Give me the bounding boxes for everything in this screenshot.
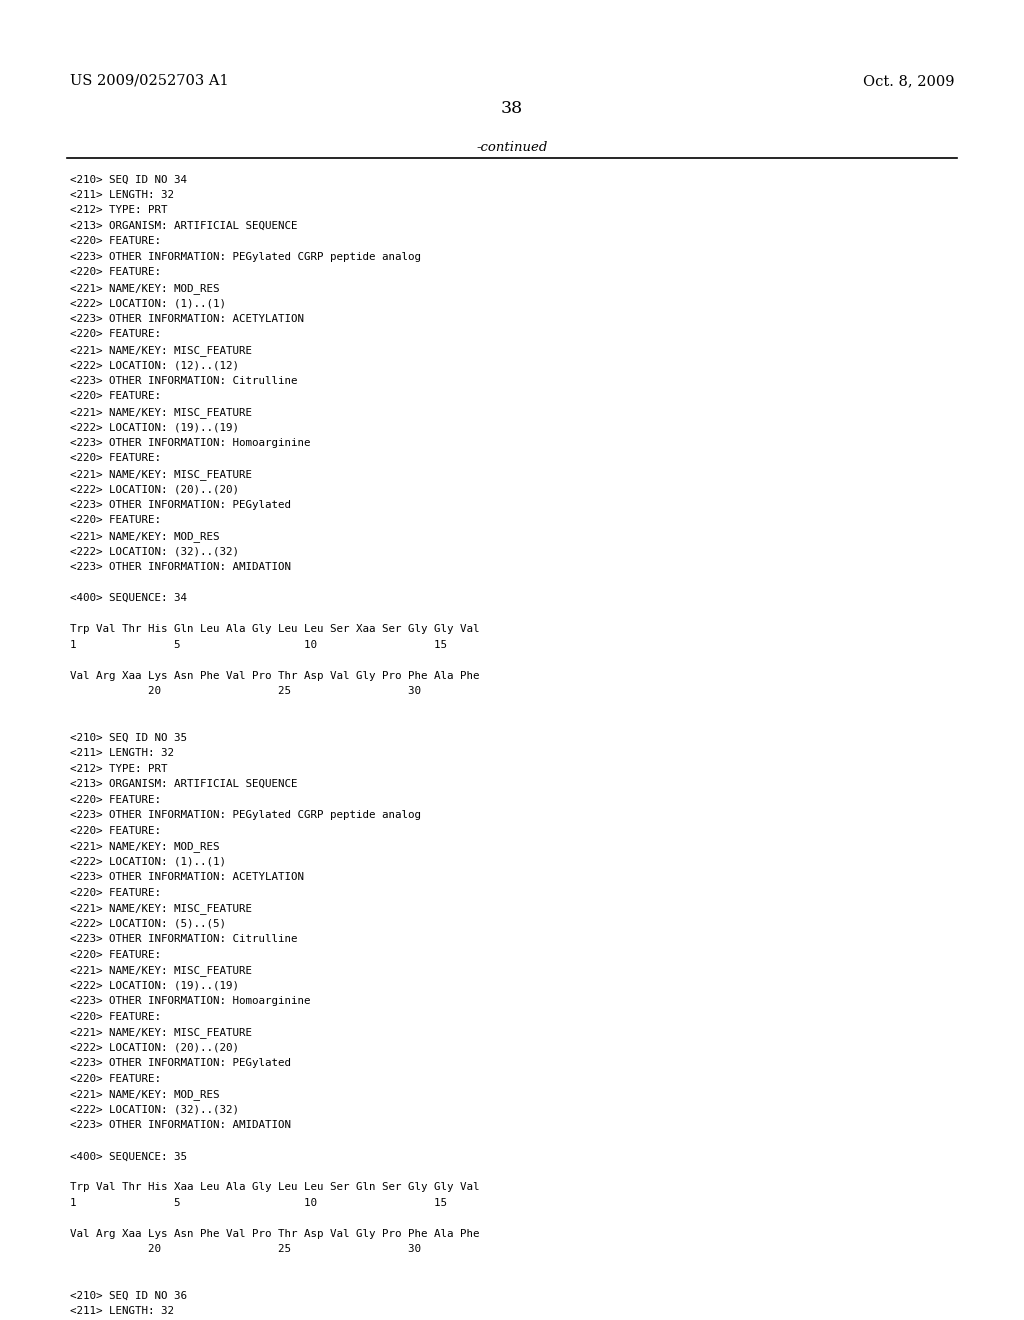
Text: <222> LOCATION: (12)..(12): <222> LOCATION: (12)..(12) (70, 360, 239, 371)
Text: <223> OTHER INFORMATION: PEGylated CGRP peptide analog: <223> OTHER INFORMATION: PEGylated CGRP … (70, 810, 421, 820)
Text: 1               5                   10                  15: 1 5 10 15 (70, 1199, 446, 1208)
Text: <220> FEATURE:: <220> FEATURE: (70, 1074, 161, 1084)
Text: 1               5                   10                  15: 1 5 10 15 (70, 639, 446, 649)
Text: Val Arg Xaa Lys Asn Phe Val Pro Thr Asp Val Gly Pro Phe Ala Phe: Val Arg Xaa Lys Asn Phe Val Pro Thr Asp … (70, 1229, 479, 1239)
Text: <220> FEATURE:: <220> FEATURE: (70, 950, 161, 960)
Text: <220> FEATURE:: <220> FEATURE: (70, 236, 161, 247)
Text: <222> LOCATION: (19)..(19): <222> LOCATION: (19)..(19) (70, 981, 239, 991)
Text: <400> SEQUENCE: 34: <400> SEQUENCE: 34 (70, 593, 186, 603)
Text: Trp Val Thr His Gln Leu Ala Gly Leu Leu Ser Xaa Ser Gly Gly Val: Trp Val Thr His Gln Leu Ala Gly Leu Leu … (70, 624, 479, 634)
Text: <212> TYPE: PRT: <212> TYPE: PRT (70, 205, 167, 215)
Text: <220> FEATURE:: <220> FEATURE: (70, 330, 161, 339)
Text: <221> NAME/KEY: MISC_FEATURE: <221> NAME/KEY: MISC_FEATURE (70, 407, 252, 418)
Text: US 2009/0252703 A1: US 2009/0252703 A1 (70, 74, 228, 88)
Text: <223> OTHER INFORMATION: ACETYLATION: <223> OTHER INFORMATION: ACETYLATION (70, 314, 304, 323)
Text: <220> FEATURE:: <220> FEATURE: (70, 826, 161, 836)
Text: Val Arg Xaa Lys Asn Phe Val Pro Thr Asp Val Gly Pro Phe Ala Phe: Val Arg Xaa Lys Asn Phe Val Pro Thr Asp … (70, 671, 479, 681)
Text: <220> FEATURE:: <220> FEATURE: (70, 516, 161, 525)
Text: <221> NAME/KEY: MISC_FEATURE: <221> NAME/KEY: MISC_FEATURE (70, 903, 252, 915)
Text: <220> FEATURE:: <220> FEATURE: (70, 795, 161, 805)
Text: <221> NAME/KEY: MISC_FEATURE: <221> NAME/KEY: MISC_FEATURE (70, 965, 252, 977)
Text: <400> SEQUENCE: 35: <400> SEQUENCE: 35 (70, 1151, 186, 1162)
Text: <221> NAME/KEY: MISC_FEATURE: <221> NAME/KEY: MISC_FEATURE (70, 345, 252, 356)
Text: <211> LENGTH: 32: <211> LENGTH: 32 (70, 190, 174, 199)
Text: <223> OTHER INFORMATION: PEGylated CGRP peptide analog: <223> OTHER INFORMATION: PEGylated CGRP … (70, 252, 421, 261)
Text: <222> LOCATION: (5)..(5): <222> LOCATION: (5)..(5) (70, 919, 225, 929)
Text: <221> NAME/KEY: MISC_FEATURE: <221> NAME/KEY: MISC_FEATURE (70, 1027, 252, 1039)
Text: <221> NAME/KEY: MOD_RES: <221> NAME/KEY: MOD_RES (70, 841, 219, 853)
Text: <222> LOCATION: (32)..(32): <222> LOCATION: (32)..(32) (70, 546, 239, 557)
Text: <221> NAME/KEY: MOD_RES: <221> NAME/KEY: MOD_RES (70, 282, 219, 294)
Text: <210> SEQ ID NO 35: <210> SEQ ID NO 35 (70, 733, 186, 743)
Text: <222> LOCATION: (1)..(1): <222> LOCATION: (1)..(1) (70, 298, 225, 309)
Text: <222> LOCATION: (20)..(20): <222> LOCATION: (20)..(20) (70, 1043, 239, 1053)
Text: <223> OTHER INFORMATION: AMIDATION: <223> OTHER INFORMATION: AMIDATION (70, 1121, 291, 1130)
Text: <220> FEATURE:: <220> FEATURE: (70, 454, 161, 463)
Text: <223> OTHER INFORMATION: ACETYLATION: <223> OTHER INFORMATION: ACETYLATION (70, 873, 304, 882)
Text: 20                  25                  30: 20 25 30 (70, 686, 421, 696)
Text: <222> LOCATION: (32)..(32): <222> LOCATION: (32)..(32) (70, 1105, 239, 1115)
Text: <223> OTHER INFORMATION: Homoarginine: <223> OTHER INFORMATION: Homoarginine (70, 438, 310, 447)
Text: 38: 38 (501, 100, 523, 117)
Text: <211> LENGTH: 32: <211> LENGTH: 32 (70, 1307, 174, 1316)
Text: Oct. 8, 2009: Oct. 8, 2009 (863, 74, 954, 88)
Text: <221> NAME/KEY: MOD_RES: <221> NAME/KEY: MOD_RES (70, 1089, 219, 1101)
Text: <221> NAME/KEY: MOD_RES: <221> NAME/KEY: MOD_RES (70, 531, 219, 543)
Text: <211> LENGTH: 32: <211> LENGTH: 32 (70, 748, 174, 758)
Text: <223> OTHER INFORMATION: Citrulline: <223> OTHER INFORMATION: Citrulline (70, 935, 297, 944)
Text: <220> FEATURE:: <220> FEATURE: (70, 267, 161, 277)
Text: <221> NAME/KEY: MISC_FEATURE: <221> NAME/KEY: MISC_FEATURE (70, 469, 252, 480)
Text: <210> SEQ ID NO 36: <210> SEQ ID NO 36 (70, 1291, 186, 1302)
Text: 20                  25                  30: 20 25 30 (70, 1245, 421, 1254)
Text: -continued: -continued (476, 141, 548, 154)
Text: <213> ORGANISM: ARTIFICIAL SEQUENCE: <213> ORGANISM: ARTIFICIAL SEQUENCE (70, 220, 297, 231)
Text: <223> OTHER INFORMATION: Citrulline: <223> OTHER INFORMATION: Citrulline (70, 376, 297, 385)
Text: Trp Val Thr His Xaa Leu Ala Gly Leu Leu Ser Gln Ser Gly Gly Val: Trp Val Thr His Xaa Leu Ala Gly Leu Leu … (70, 1183, 479, 1192)
Text: <222> LOCATION: (20)..(20): <222> LOCATION: (20)..(20) (70, 484, 239, 495)
Text: <220> FEATURE:: <220> FEATURE: (70, 887, 161, 898)
Text: <223> OTHER INFORMATION: AMIDATION: <223> OTHER INFORMATION: AMIDATION (70, 562, 291, 572)
Text: <223> OTHER INFORMATION: PEGylated: <223> OTHER INFORMATION: PEGylated (70, 1059, 291, 1068)
Text: <223> OTHER INFORMATION: PEGylated: <223> OTHER INFORMATION: PEGylated (70, 500, 291, 510)
Text: <222> LOCATION: (19)..(19): <222> LOCATION: (19)..(19) (70, 422, 239, 433)
Text: <212> TYPE: PRT: <212> TYPE: PRT (70, 763, 167, 774)
Text: <210> SEQ ID NO 34: <210> SEQ ID NO 34 (70, 174, 186, 185)
Text: <213> ORGANISM: ARTIFICIAL SEQUENCE: <213> ORGANISM: ARTIFICIAL SEQUENCE (70, 779, 297, 789)
Text: <220> FEATURE:: <220> FEATURE: (70, 1011, 161, 1022)
Text: <223> OTHER INFORMATION: Homoarginine: <223> OTHER INFORMATION: Homoarginine (70, 997, 310, 1006)
Text: <222> LOCATION: (1)..(1): <222> LOCATION: (1)..(1) (70, 857, 225, 867)
Text: <220> FEATURE:: <220> FEATURE: (70, 391, 161, 401)
